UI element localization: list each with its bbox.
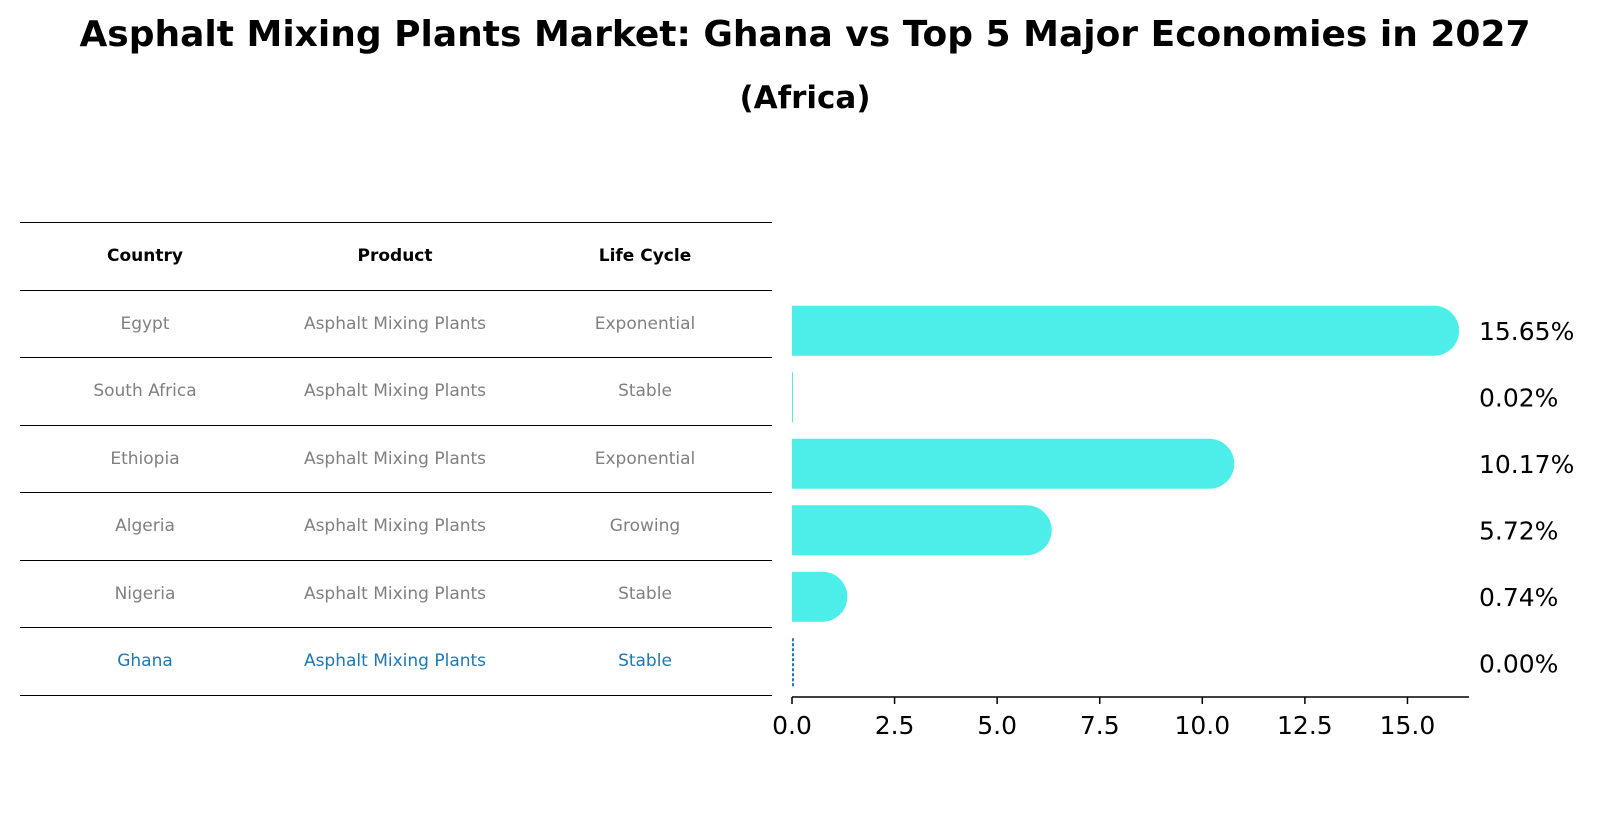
bar-egypt bbox=[792, 306, 1459, 356]
bar-ethiopia bbox=[792, 439, 1234, 489]
bar-chart: 15.65% 0.02% 10.17% 5.72% 0.74% 0.00% 0.0 2.5 5.… bbox=[0, 0, 1610, 823]
x-tick-label: 5.0 bbox=[977, 711, 1017, 740]
value-label-algeria: 5.72% bbox=[1479, 516, 1558, 545]
x-tick-label: 7.5 bbox=[1080, 711, 1120, 740]
value-label-egypt: 15.65% bbox=[1479, 317, 1574, 346]
value-label-ghana: 0.00% bbox=[1479, 649, 1558, 678]
bar-south-africa bbox=[792, 372, 793, 422]
x-tick-label: 10.0 bbox=[1174, 711, 1230, 740]
value-label-south-africa: 0.02% bbox=[1479, 383, 1558, 412]
x-tick-label: 12.5 bbox=[1277, 711, 1333, 740]
value-label-nigeria: 0.74% bbox=[1479, 583, 1558, 612]
bar-algeria bbox=[792, 505, 1052, 555]
x-tick-label: 2.5 bbox=[875, 711, 915, 740]
value-label-ethiopia: 10.17% bbox=[1479, 450, 1574, 479]
x-tick-label: 15.0 bbox=[1380, 711, 1436, 740]
bar-nigeria bbox=[792, 572, 847, 622]
x-tick-label: 0.0 bbox=[772, 711, 812, 740]
